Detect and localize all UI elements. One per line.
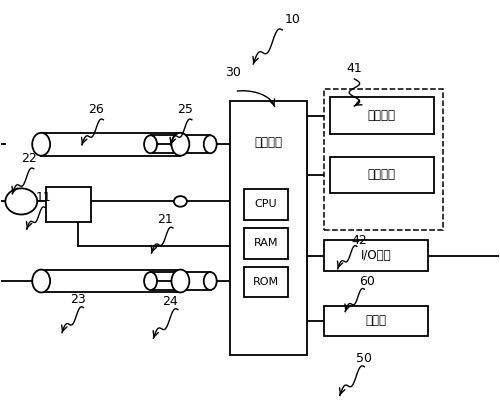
- Text: 41: 41: [346, 62, 362, 75]
- Text: 10: 10: [284, 13, 300, 26]
- Ellipse shape: [32, 270, 50, 293]
- Bar: [150, 135, 210, 153]
- Bar: [244, 228, 288, 259]
- Bar: [324, 240, 428, 271]
- Bar: [244, 267, 288, 297]
- Text: 操作面板: 操作面板: [368, 109, 396, 122]
- Bar: [330, 97, 434, 134]
- Bar: [230, 102, 307, 355]
- Bar: [41, 270, 180, 293]
- Text: 显示面板: 显示面板: [368, 169, 396, 181]
- Text: 26: 26: [88, 103, 104, 116]
- Bar: [324, 89, 443, 230]
- Text: 25: 25: [178, 103, 194, 116]
- Bar: [41, 133, 180, 156]
- Ellipse shape: [172, 270, 190, 293]
- Text: ROM: ROM: [253, 277, 279, 287]
- Bar: [46, 187, 91, 222]
- Text: 控制电路: 控制电路: [254, 136, 282, 149]
- Text: CPU: CPU: [254, 199, 277, 210]
- Text: 读卡器: 读卡器: [366, 314, 386, 327]
- Text: 30: 30: [224, 66, 240, 79]
- Ellipse shape: [204, 135, 216, 153]
- Text: 42: 42: [352, 234, 368, 247]
- Text: RAM: RAM: [254, 238, 278, 248]
- Circle shape: [6, 188, 37, 215]
- Text: 11: 11: [35, 191, 51, 204]
- Ellipse shape: [144, 272, 157, 290]
- Text: I/O电路: I/O电路: [360, 249, 391, 262]
- Bar: [150, 272, 210, 290]
- Ellipse shape: [204, 272, 216, 290]
- Bar: [244, 189, 288, 220]
- Bar: [330, 157, 434, 193]
- Ellipse shape: [32, 133, 50, 156]
- Circle shape: [174, 196, 187, 207]
- Ellipse shape: [172, 133, 190, 156]
- Text: 50: 50: [356, 352, 372, 365]
- Bar: [324, 305, 428, 336]
- Text: 22: 22: [21, 152, 36, 165]
- Text: 23: 23: [70, 293, 86, 306]
- Text: 21: 21: [158, 213, 174, 226]
- Ellipse shape: [144, 135, 157, 153]
- Text: 24: 24: [162, 295, 178, 308]
- Text: 60: 60: [359, 275, 375, 288]
